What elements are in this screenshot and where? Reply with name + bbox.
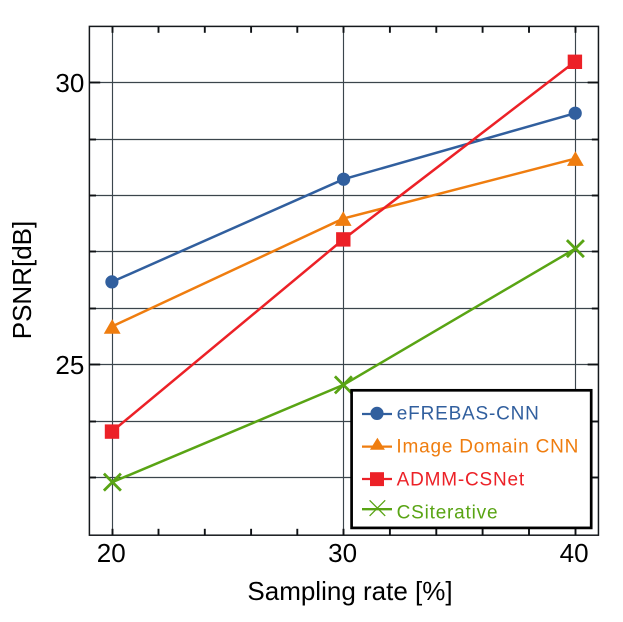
svg-text:ADMM-CSNet: ADMM-CSNet xyxy=(397,470,525,491)
svg-text:25: 25 xyxy=(55,350,84,380)
svg-text:30: 30 xyxy=(55,68,84,98)
svg-text:CSiterative: CSiterative xyxy=(397,502,499,523)
svg-text:30: 30 xyxy=(328,538,357,568)
svg-text:PSNR[dB]: PSNR[dB] xyxy=(7,221,37,340)
svg-text:Image Domain CNN: Image Domain CNN xyxy=(396,436,579,457)
svg-text:eFREBAS-CNN: eFREBAS-CNN xyxy=(397,403,540,424)
svg-text:40: 40 xyxy=(560,538,589,568)
svg-text:20: 20 xyxy=(97,538,126,568)
svg-text:Sampling rate [%]: Sampling rate [%] xyxy=(247,576,452,606)
